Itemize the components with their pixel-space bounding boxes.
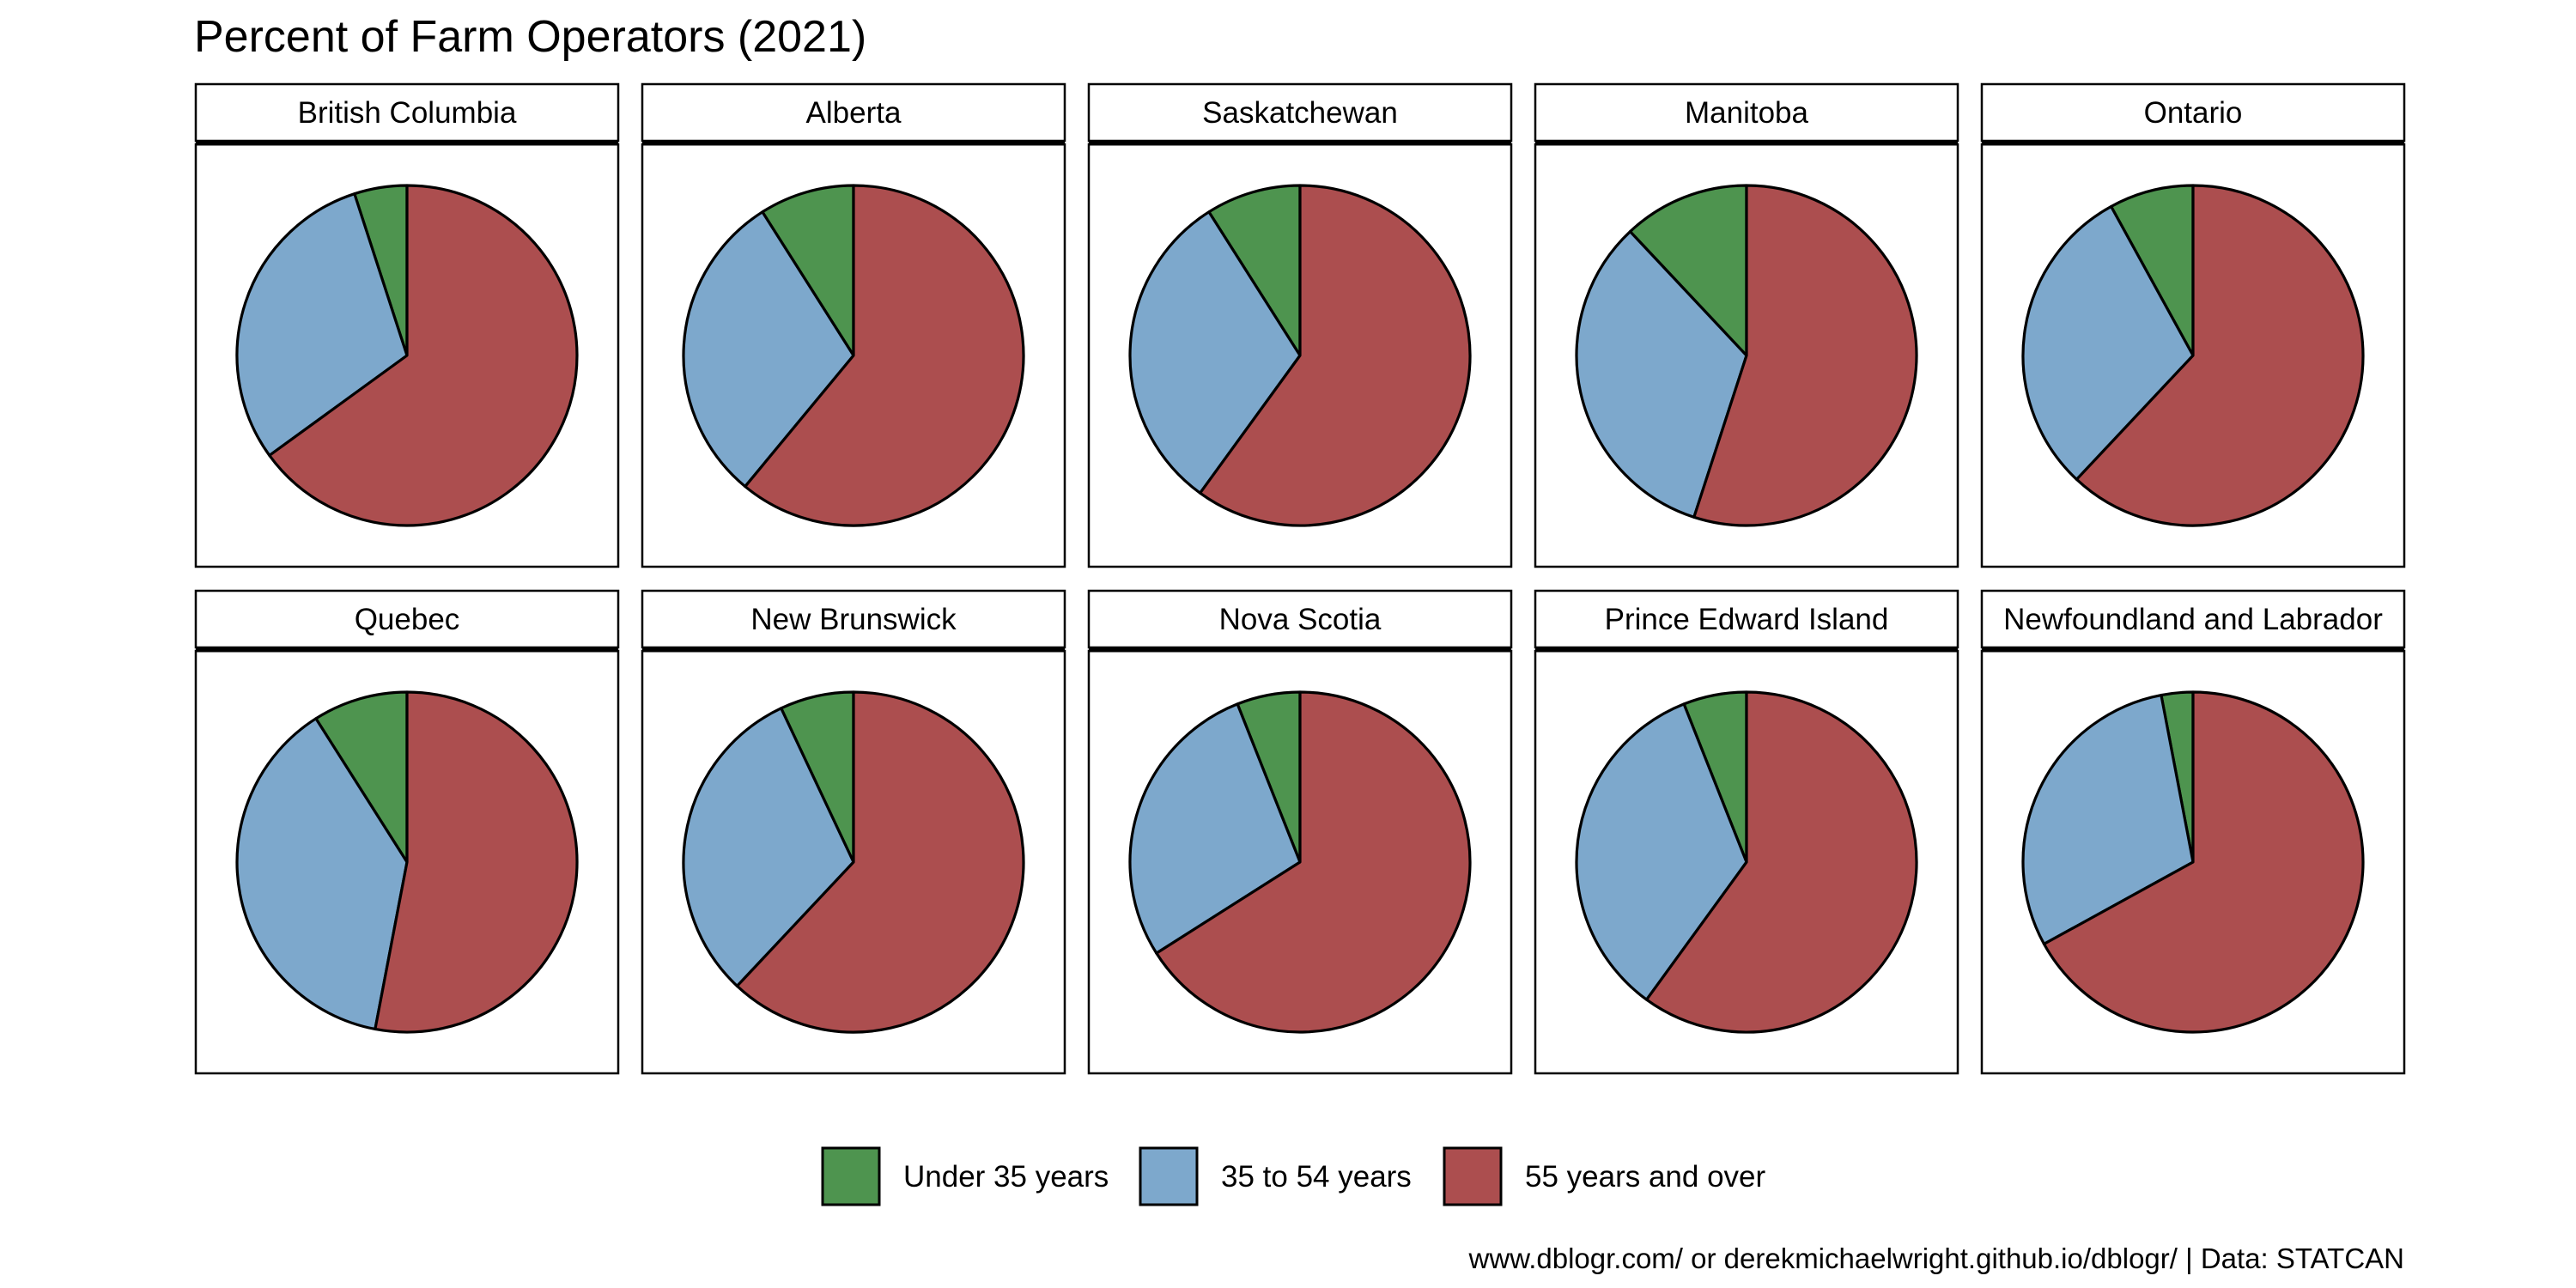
facet-strip [1980,589,2406,649]
facet-newfoundland-and-labrador: Newfoundland and Labrador [1980,589,2406,1075]
pie-slice-35-to-54-years [2021,693,2195,945]
pie-slice-35-to-54-years [2021,204,2195,481]
pie-slice-55-years-and-over [2075,184,2365,527]
pie-slice-55-years-and-over [268,184,579,527]
legend-item-35-to-54-years: 35 to 54 years [1139,1146,1412,1206]
pie-slice-35-to-54-years [682,707,855,987]
facet-alberta: Alberta [641,82,1066,568]
legend: Under 35 years 35 to 54 years 55 years and… [821,1146,1766,1206]
pie-slice-35-to-54-years [1575,230,1748,519]
facet-label: Alberta [806,96,902,130]
chart-caption: www.dblogr.com/ or derekmichaelwright.gi… [1468,1242,2404,1274]
facet-strip [194,589,620,649]
pie-slice-55-years-and-over [1155,690,1472,1034]
legend-item-under-35-years: Under 35 years [821,1146,1109,1206]
pie-slice-55-years-and-over [1692,184,1918,527]
pie-slice-35-to-54-years [1575,702,1748,1001]
facet-new-brunswick: New Brunswick [641,589,1066,1075]
pie-slice-under-35-years [761,184,855,357]
facet-strip [1980,82,2406,143]
facet-strip [1534,589,1959,649]
facet-label: British Columbia [298,96,517,130]
facet-ontario: Ontario [1980,82,2406,568]
pie-slice-55-years-and-over [1199,184,1472,527]
facet-saskatchewan: Saskatchewan [1087,82,1513,568]
pie-slice-35-to-54-years [235,192,409,457]
legend-key [821,1146,881,1206]
facet-panels: British Columbia Alberta Saskatchewan Manit… [194,82,2406,1075]
pie-slice-55-years-and-over [744,184,1025,527]
legend-label: 35 to 54 years [1221,1160,1412,1194]
facet-label: Ontario [2144,96,2243,130]
facet-strip [1534,82,1959,143]
facet-strip [641,82,1066,143]
facet-strip [1087,82,1513,143]
facet-label: Quebec [355,603,460,636]
facet-label: New Brunswick [750,603,957,636]
chart-title: Percent of Farm Operators (2021) [194,12,866,62]
facet-manitoba: Manitoba [1534,82,1959,568]
pie-slice-under-35-years [2110,184,2195,357]
facet-label: Saskatchewan [1202,96,1398,130]
pie-slice-55-years-and-over [2042,690,2365,1034]
legend-label: 55 years and over [1525,1160,1766,1194]
facet-label: Prince Edward Island [1605,603,1889,636]
facet-prince-edward-island: Prince Edward Island [1534,589,1959,1075]
legend-key [1443,1146,1503,1206]
legend-label: Under 35 years [903,1160,1109,1194]
pie-slice-55-years-and-over [735,690,1025,1034]
facet-label: Newfoundland and Labrador [2003,603,2383,636]
pie-slice-35-to-54-years [682,210,855,489]
pie-slice-35-to-54-years [1128,702,1302,955]
facet-strip [641,589,1066,649]
legend-item-55-years-and-over: 55 years and over [1443,1146,1766,1206]
facet-british-columbia: British Columbia [194,82,620,568]
pie-slice-35-to-54-years [235,717,409,1031]
pie-slice-under-35-years [314,690,409,864]
pie-slice-55-years-and-over [374,690,579,1034]
facet-label: Manitoba [1685,96,1809,130]
pie-slice-under-35-years [1628,184,1748,357]
facet-strip [194,82,620,143]
pie-slice-55-years-and-over [1645,690,1918,1034]
facet-label: Nova Scotia [1219,603,1382,636]
facet-quebec: Quebec [194,589,620,1075]
facet-strip [1087,589,1513,649]
legend-key [1139,1146,1199,1206]
pie-slice-35-to-54-years [1128,210,1302,495]
pie-slice-under-35-years [1207,184,1302,357]
facet-nova-scotia: Nova Scotia [1087,589,1513,1075]
